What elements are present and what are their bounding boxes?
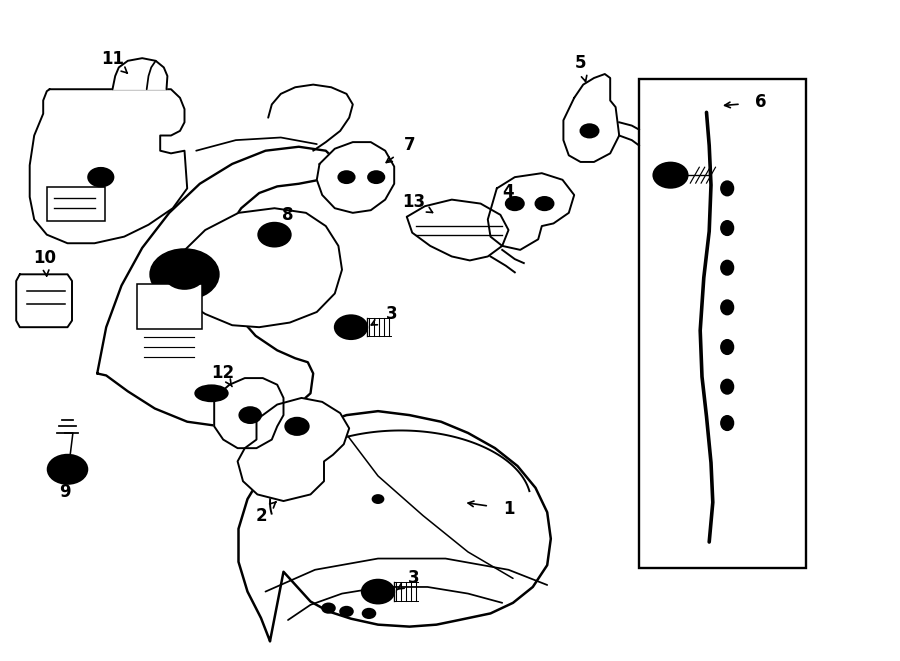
Ellipse shape — [195, 385, 228, 401]
Text: 6: 6 — [755, 93, 766, 112]
Text: 3: 3 — [409, 569, 419, 588]
Circle shape — [362, 580, 394, 603]
Circle shape — [266, 228, 284, 241]
Circle shape — [363, 609, 375, 618]
Polygon shape — [563, 74, 619, 162]
Ellipse shape — [721, 260, 734, 275]
Text: 11: 11 — [101, 50, 124, 69]
Ellipse shape — [721, 181, 734, 196]
Ellipse shape — [721, 340, 734, 354]
Bar — [639, 79, 806, 568]
Text: 2: 2 — [256, 506, 266, 525]
Circle shape — [536, 197, 554, 210]
Circle shape — [343, 321, 359, 333]
Polygon shape — [112, 58, 167, 89]
Circle shape — [285, 418, 309, 435]
Text: 1: 1 — [503, 500, 514, 518]
Circle shape — [48, 455, 87, 484]
Circle shape — [150, 249, 219, 299]
Polygon shape — [407, 200, 508, 260]
Polygon shape — [97, 147, 338, 426]
Circle shape — [580, 124, 598, 137]
Circle shape — [88, 168, 113, 186]
Ellipse shape — [721, 379, 734, 394]
Circle shape — [338, 171, 355, 183]
Circle shape — [368, 171, 384, 183]
Polygon shape — [238, 398, 349, 501]
Polygon shape — [155, 208, 342, 327]
Circle shape — [340, 607, 353, 616]
Polygon shape — [488, 173, 574, 250]
Circle shape — [662, 169, 679, 181]
Text: 13: 13 — [402, 192, 426, 211]
Text: 3: 3 — [386, 305, 397, 323]
Circle shape — [322, 603, 335, 613]
Text: 12: 12 — [212, 364, 235, 383]
Text: 7: 7 — [404, 136, 415, 155]
Circle shape — [165, 260, 204, 289]
Polygon shape — [214, 378, 284, 448]
Text: 5: 5 — [575, 54, 586, 72]
Ellipse shape — [721, 416, 734, 430]
Ellipse shape — [721, 221, 734, 235]
Circle shape — [653, 163, 688, 188]
Polygon shape — [16, 274, 72, 327]
Bar — [47, 187, 105, 221]
Ellipse shape — [721, 300, 734, 315]
Circle shape — [258, 223, 291, 247]
Polygon shape — [317, 142, 394, 213]
Circle shape — [506, 197, 524, 210]
Circle shape — [335, 315, 367, 339]
Circle shape — [370, 586, 386, 598]
Circle shape — [373, 495, 383, 503]
Polygon shape — [30, 89, 187, 243]
Text: 4: 4 — [503, 182, 514, 201]
Circle shape — [239, 407, 261, 423]
Bar — [137, 284, 202, 329]
Text: 10: 10 — [33, 249, 57, 267]
Polygon shape — [238, 411, 551, 641]
Circle shape — [57, 461, 78, 477]
Text: 8: 8 — [283, 206, 293, 224]
Text: 9: 9 — [59, 483, 70, 502]
